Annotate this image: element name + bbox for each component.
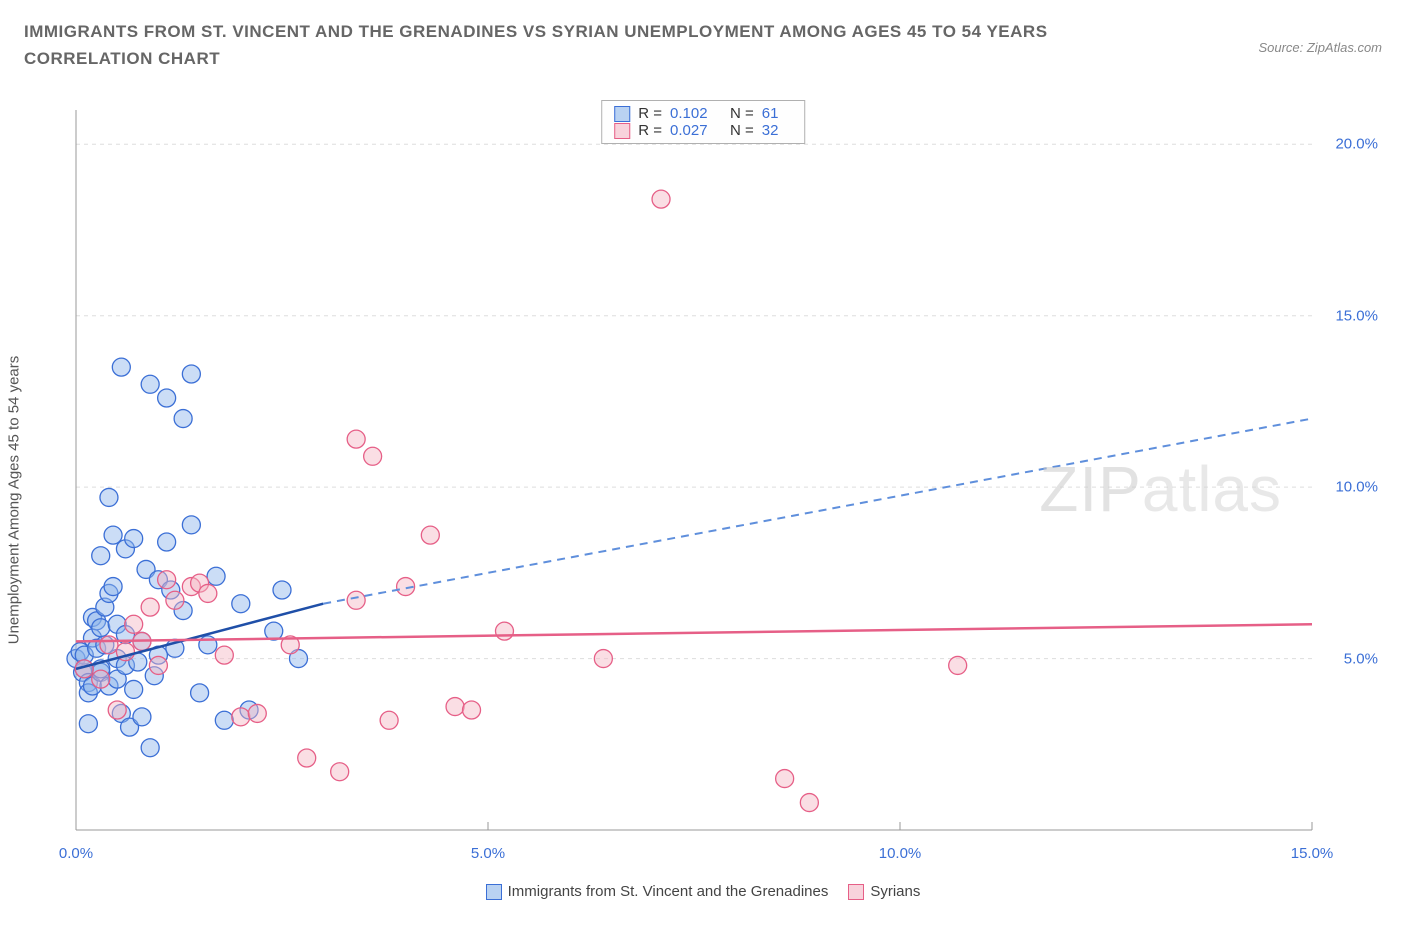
y-axis-label: Unemployment Among Ages 45 to 54 years xyxy=(6,356,23,645)
r-label: R = xyxy=(638,122,662,139)
legend-swatch xyxy=(614,106,630,122)
n-label: N = xyxy=(730,122,754,139)
scatter-plot xyxy=(66,100,1382,860)
y-tick-label: 10.0% xyxy=(1335,479,1378,496)
stats-legend: R = 0.102 N = 61 R = 0.027 N = 32 xyxy=(601,100,805,144)
series-swatch xyxy=(486,884,502,900)
r-label: R = xyxy=(638,105,662,122)
stats-legend-row: R = 0.027 N = 32 xyxy=(614,122,792,139)
r-value: 0.027 xyxy=(670,122,722,139)
series-name: Syrians xyxy=(870,883,920,900)
series-legend-item: Immigrants from St. Vincent and the Gren… xyxy=(486,883,829,900)
n-value: 32 xyxy=(762,122,792,139)
x-tick-label: 15.0% xyxy=(1291,845,1334,862)
y-tick-label: 5.0% xyxy=(1344,650,1378,667)
y-tick-label: 15.0% xyxy=(1335,307,1378,324)
x-tick-label: 5.0% xyxy=(471,845,505,862)
x-tick-label: 10.0% xyxy=(879,845,922,862)
series-legend: Immigrants from St. Vincent and the Gren… xyxy=(24,883,1382,900)
y-tick-label: 20.0% xyxy=(1335,136,1378,153)
source-label: Source: ZipAtlas.com xyxy=(1258,40,1382,55)
n-value: 61 xyxy=(762,105,792,122)
legend-swatch xyxy=(614,123,630,139)
stats-legend-row: R = 0.102 N = 61 xyxy=(614,105,792,122)
series-name: Immigrants from St. Vincent and the Gren… xyxy=(508,883,829,900)
series-swatch xyxy=(848,884,864,900)
chart-container: Unemployment Among Ages 45 to 54 years Z… xyxy=(24,100,1382,900)
r-value: 0.102 xyxy=(670,105,722,122)
series-legend-item: Syrians xyxy=(848,883,920,900)
x-tick-label: 0.0% xyxy=(59,845,93,862)
page-title: IMMIGRANTS FROM ST. VINCENT AND THE GREN… xyxy=(24,18,1144,72)
n-label: N = xyxy=(730,105,754,122)
